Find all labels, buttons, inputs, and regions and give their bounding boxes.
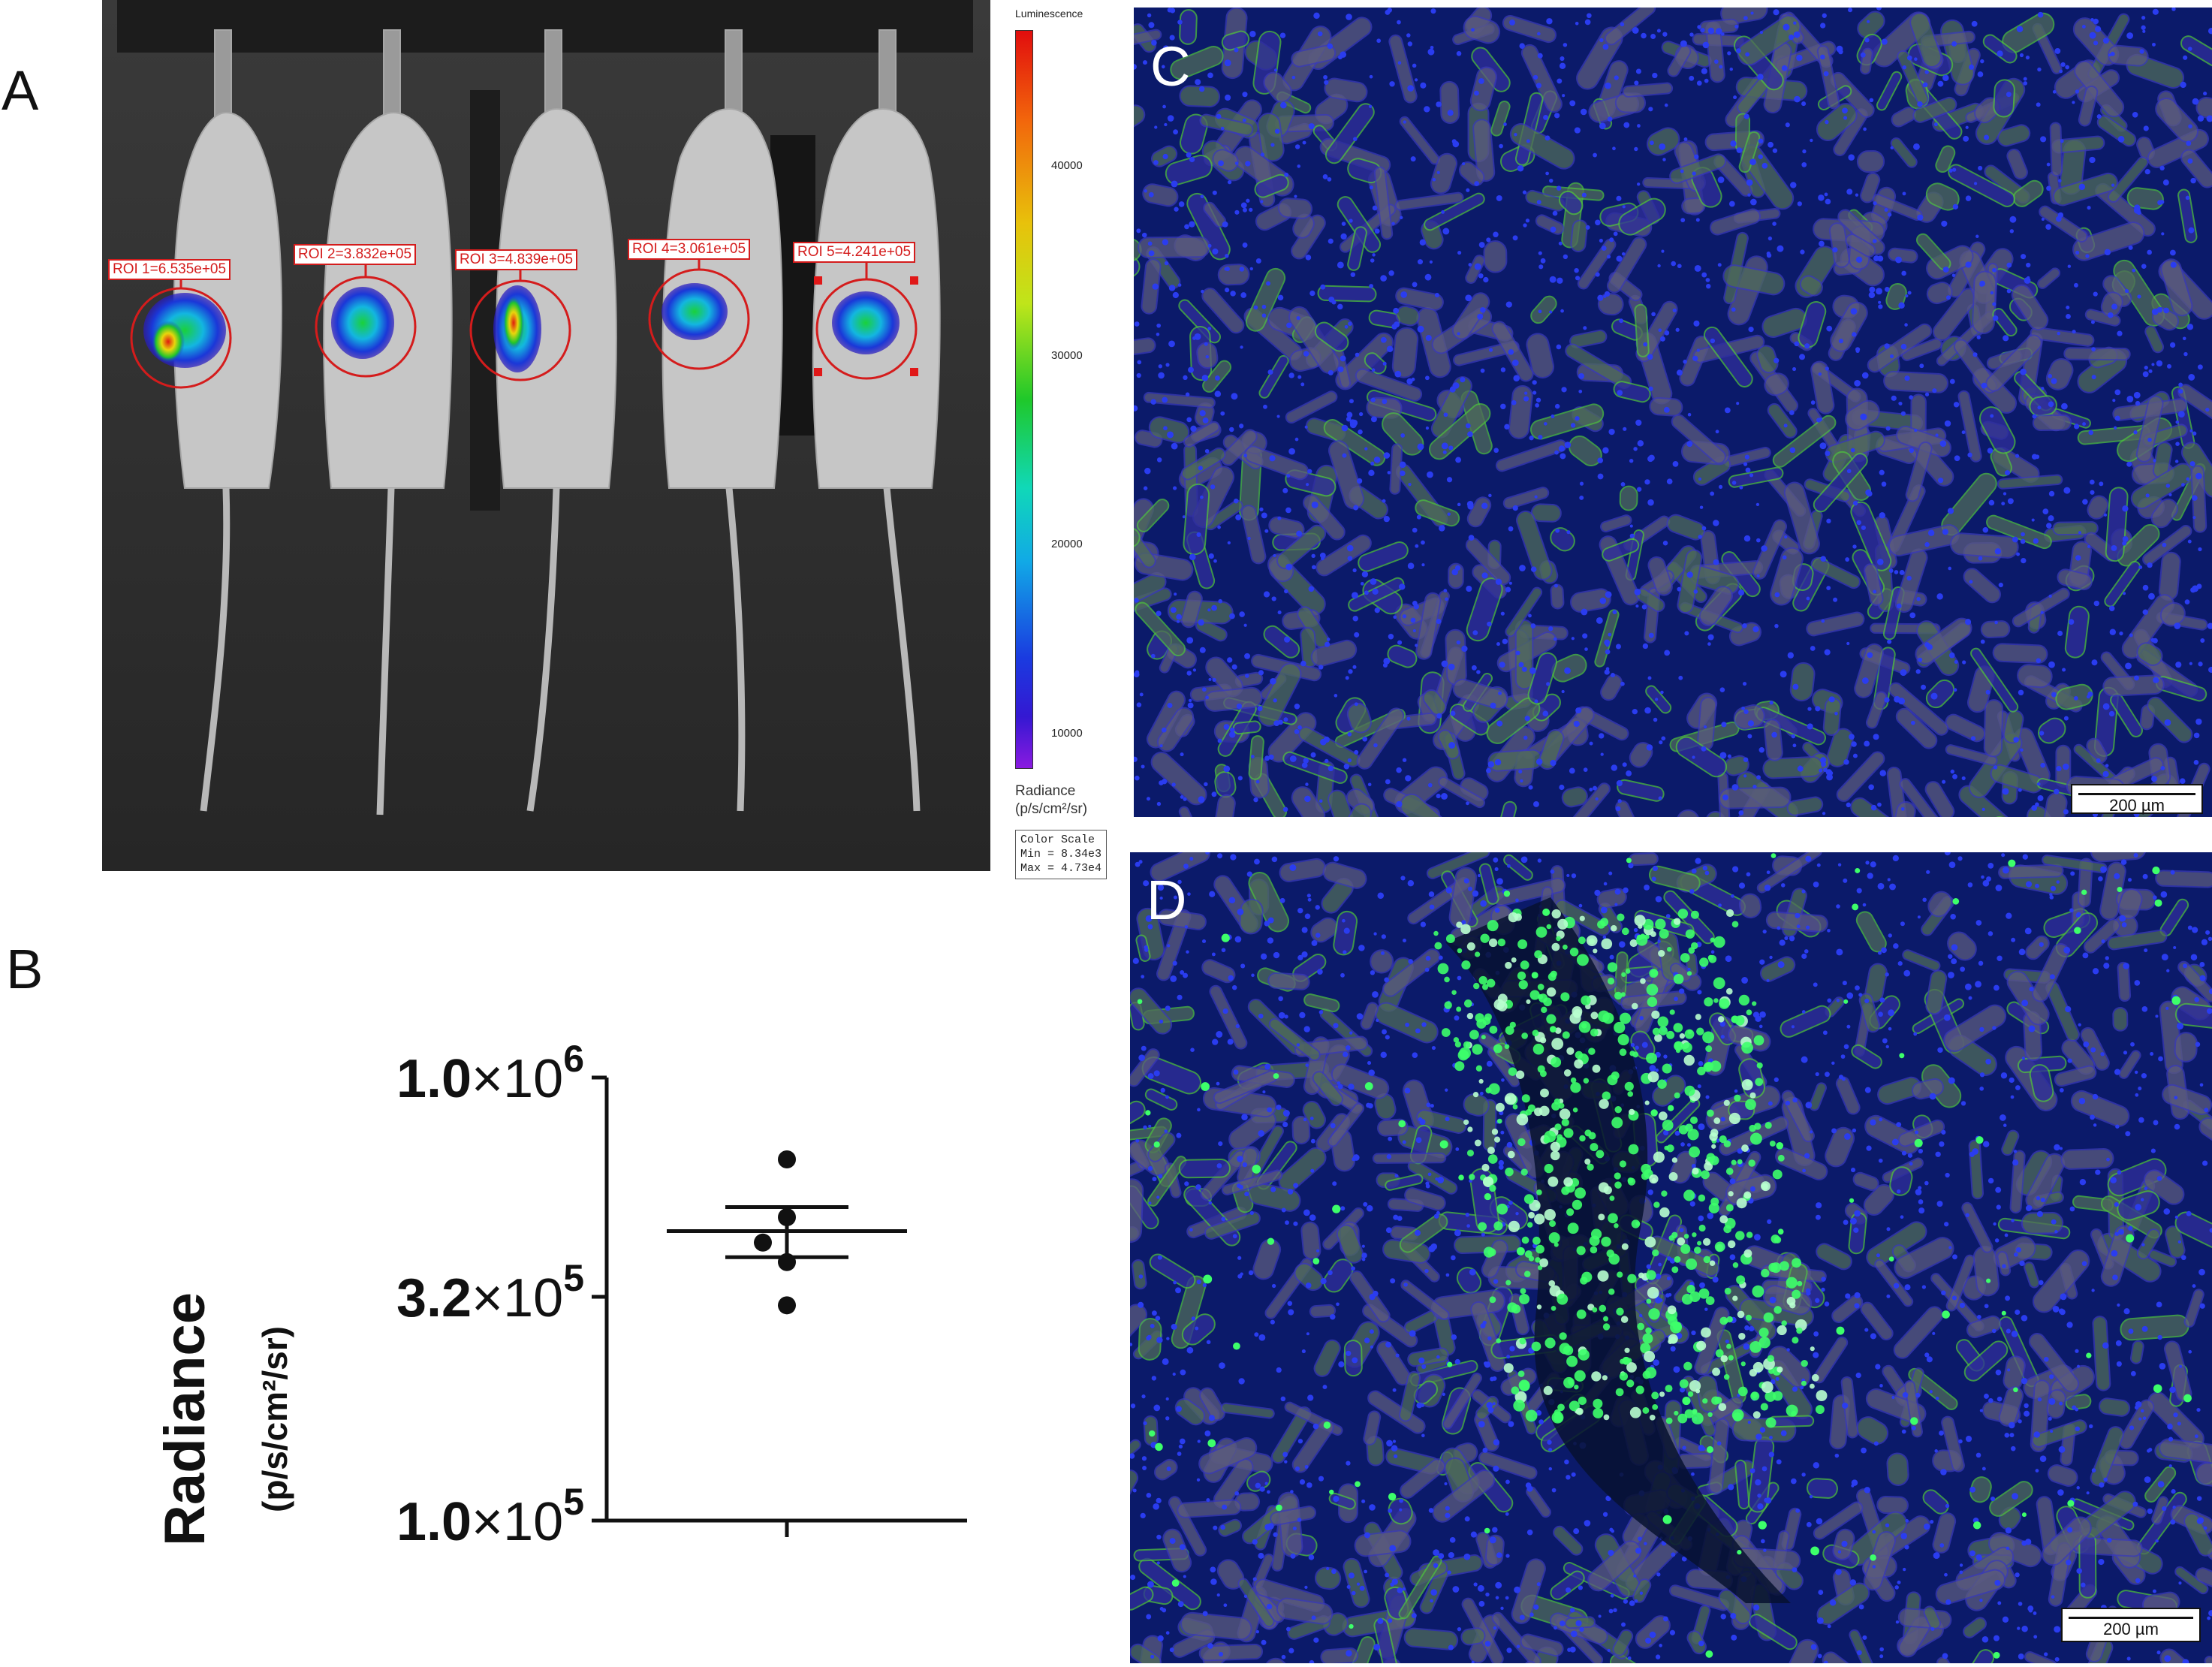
kidney-tissue-image-d: [1130, 852, 2212, 1663]
color-scale-box: Color Scale Min = 8.34e3 Max = 4.73e4: [1015, 830, 1107, 879]
radiance-chart-svg: Radiance (p/s/cm²/sr) 1.0×1063.2×1051.0×…: [0, 886, 1126, 1663]
bioluminescence-image: ROI 1=6.535e+05 ROI 2=3.832e+05 ROI 3=4.…: [102, 0, 990, 871]
y-axis-title: Radiance: [153, 1292, 217, 1546]
scalebar-c-label: 200 µm: [2072, 796, 2201, 815]
panel-c-letter: C: [1150, 39, 1190, 95]
y-tick-label-1: 3.2×105: [396, 1257, 584, 1328]
color-scale-min: Min = 8.34e3: [1020, 848, 1101, 862]
y-tick-mantissa-0: 1.0: [396, 1049, 472, 1109]
scalebar-d-line: [2069, 1617, 2193, 1619]
histology-panel-d: 200 µm: [1130, 852, 2212, 1663]
colorbar: [1015, 30, 1033, 769]
roi-label-5: ROI 5=4.241e+05: [793, 242, 915, 263]
data-point-5: [754, 1234, 772, 1252]
panel-d-letter: D: [1147, 873, 1186, 928]
data-point-4: [778, 1296, 796, 1314]
data-point-2: [778, 1253, 796, 1271]
data-point-3: [778, 1208, 796, 1226]
roi-label-3: ROI 3=4.839e+05: [455, 249, 577, 270]
kidney-tissue-image-c: [1134, 8, 2212, 817]
mice-illustration: [102, 0, 990, 871]
color-scale-max: Max = 4.73e4: [1020, 862, 1101, 876]
roi-label-4: ROI 4=3.061e+05: [628, 239, 750, 260]
y-axis-label: Radiance (p/s/cm²/sr): [153, 1292, 294, 1546]
panel-a-letter: A: [2, 63, 38, 119]
colorbar-title: Luminescence: [1015, 8, 1083, 20]
roi-label-1: ROI 1=6.535e+05: [108, 259, 231, 280]
colorbar-tick-20000: 20000: [1051, 538, 1083, 550]
y-tick-label-2: 1.0×105: [396, 1481, 584, 1552]
color-scale-title: Color Scale: [1020, 834, 1101, 848]
y-axis-unit: (p/s/cm²/sr): [255, 1326, 294, 1512]
scalebar-d: 200 µm: [2061, 1608, 2201, 1642]
colorbar-unit-line-1: Radiance: [1015, 782, 1087, 800]
scalebar-d-label: 200 µm: [2063, 1620, 2199, 1639]
y-tick-mantissa-1: 3.2: [396, 1268, 472, 1328]
y-tick-times-0: ×10: [472, 1049, 563, 1109]
y-tick-label-0: 1.0×106: [396, 1038, 584, 1109]
histology-panel-c: 200 µm: [1134, 8, 2212, 817]
scalebar-c-line: [2078, 793, 2195, 795]
colorbar-tick-30000: 30000: [1051, 349, 1083, 362]
scalebar-c: 200 µm: [2071, 784, 2203, 814]
roi-label-2: ROI 2=3.832e+05: [294, 244, 416, 265]
colorbar-unit-line-2: (p/s/cm²/sr): [1015, 800, 1087, 818]
y-tick-mantissa-2: 1.0: [396, 1492, 472, 1552]
colorbar-unit-label: Radiance (p/s/cm²/sr): [1015, 782, 1087, 818]
colorbar-tick-10000: 10000: [1051, 727, 1083, 740]
data-point-1: [778, 1150, 796, 1168]
y-tick-times-2: ×10: [472, 1492, 563, 1552]
colorbar-tick-40000: 40000: [1051, 159, 1083, 172]
y-tick-times-1: ×10: [472, 1268, 563, 1328]
y-tick-exp-0: 6: [563, 1038, 584, 1080]
y-tick-exp-2: 5: [563, 1481, 584, 1523]
y-tick-exp-1: 5: [563, 1257, 584, 1299]
